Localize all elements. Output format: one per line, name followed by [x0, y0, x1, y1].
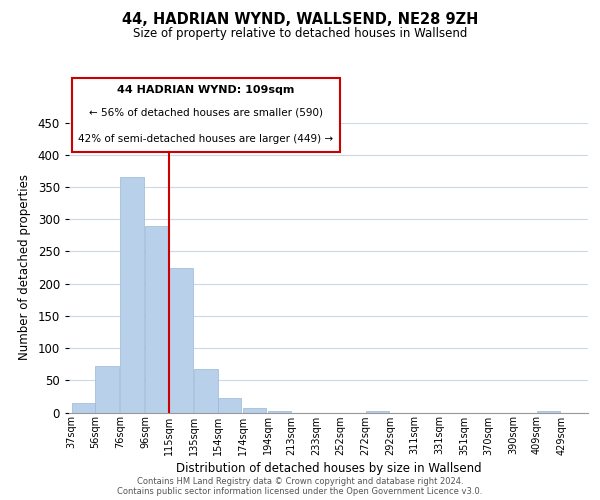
Bar [95, 366, 119, 412]
Bar [537, 411, 560, 412]
Bar [243, 408, 266, 412]
Bar [365, 411, 389, 412]
Bar [71, 403, 95, 412]
Bar [169, 268, 193, 412]
Bar [268, 411, 292, 412]
Bar [145, 226, 169, 412]
Y-axis label: Number of detached properties: Number of detached properties [18, 174, 31, 360]
Bar [121, 178, 144, 412]
X-axis label: Distribution of detached houses by size in Wallsend: Distribution of detached houses by size … [176, 462, 481, 474]
Text: Contains public sector information licensed under the Open Government Licence v3: Contains public sector information licen… [118, 486, 482, 496]
Text: 44, HADRIAN WYND, WALLSEND, NE28 9ZH: 44, HADRIAN WYND, WALLSEND, NE28 9ZH [122, 12, 478, 28]
Bar [194, 368, 218, 412]
Bar [218, 398, 241, 412]
Text: Contains HM Land Registry data © Crown copyright and database right 2024.: Contains HM Land Registry data © Crown c… [137, 476, 463, 486]
Text: Size of property relative to detached houses in Wallsend: Size of property relative to detached ho… [133, 28, 467, 40]
Text: ← 56% of detached houses are smaller (590): ← 56% of detached houses are smaller (59… [89, 107, 323, 117]
Text: 42% of semi-detached houses are larger (449) →: 42% of semi-detached houses are larger (… [79, 134, 334, 144]
Text: 44 HADRIAN WYND: 109sqm: 44 HADRIAN WYND: 109sqm [117, 85, 295, 95]
